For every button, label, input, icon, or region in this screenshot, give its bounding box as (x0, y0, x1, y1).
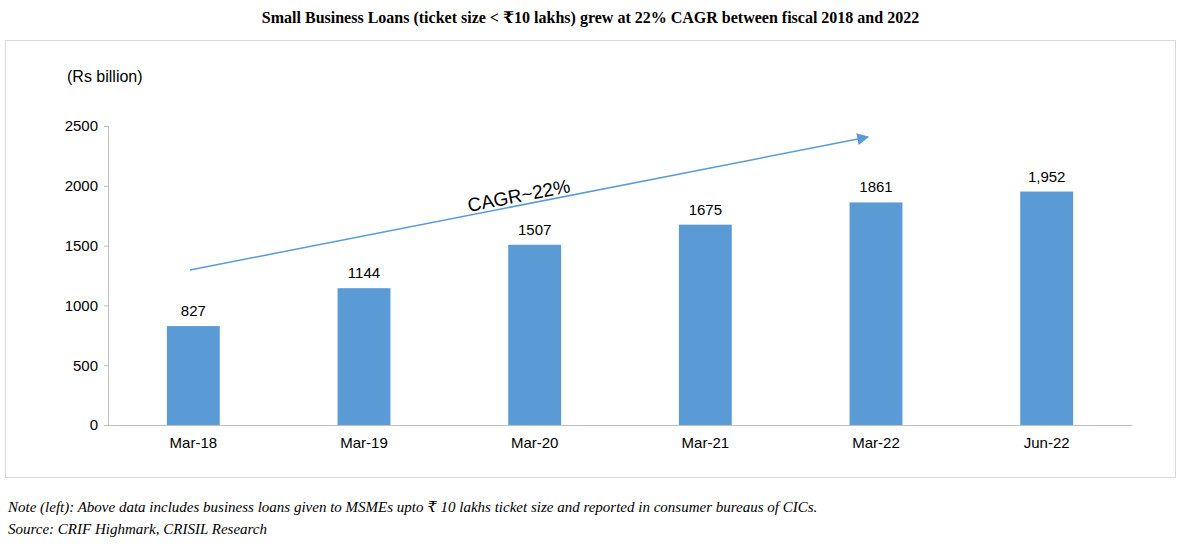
x-tick: Mar-20 (511, 425, 559, 451)
bars (167, 192, 1073, 425)
data-label: 1,952 (1028, 168, 1066, 185)
x-tick: Mar-22 (852, 425, 900, 451)
bar (1020, 192, 1073, 425)
y-tick-mark (104, 365, 108, 366)
y-tick-label: 500 (73, 357, 98, 374)
y-tick-mark (104, 425, 108, 426)
y-tick: 500 (73, 357, 108, 374)
data-label: 1861 (859, 178, 892, 195)
y-tick-mark (104, 246, 108, 247)
x-axis-line (109, 425, 1133, 426)
data-label: 1144 (348, 264, 380, 281)
x-tick: Jun-22 (1024, 425, 1070, 451)
cagr-arrow (190, 137, 868, 270)
chart-title: Small Business Loans (ticket size < ₹10 … (262, 9, 919, 27)
chart-svg: Small Business Loans (ticket size < ₹10 … (0, 0, 1181, 549)
x-tick: Mar-21 (682, 425, 730, 451)
y-tick-label: 2000 (65, 177, 98, 194)
y-tick-mark (104, 305, 108, 306)
data-labels: 827 1144 1507 1675 1861 1,952 (181, 168, 1066, 320)
y-tick-mark (104, 126, 108, 127)
bar (850, 202, 903, 425)
data-label: 1675 (689, 201, 722, 218)
y-tick-label: 1500 (65, 237, 98, 254)
data-label: 827 (181, 302, 206, 319)
note: Note (left): Above data includes busines… (7, 499, 817, 516)
annotation: CAGR~22% (466, 175, 572, 216)
chart-frame (6, 41, 1176, 478)
x-tick-label: Mar-18 (170, 434, 218, 451)
bar (167, 326, 220, 425)
y-tick-label: 0 (90, 416, 98, 433)
x-tick-label: Mar-22 (852, 434, 900, 451)
x-tick-label: Jun-22 (1024, 434, 1070, 451)
y-axis: 0 500 1000 1500 2000 2500 (65, 117, 109, 433)
data-label: 1507 (518, 221, 551, 238)
x-axis: Mar-18 Mar-19 Mar-20 Mar-21 Mar-22 Jun-22 (109, 425, 1133, 451)
y-tick: 0 (90, 416, 108, 433)
y-tick: 2500 (65, 117, 108, 134)
x-tick: Mar-18 (170, 425, 218, 451)
x-tick-label: Mar-20 (511, 434, 559, 451)
y-axis-line (104, 127, 109, 426)
y-tick: 2000 (65, 177, 108, 194)
y-tick: 1000 (65, 297, 108, 314)
y-tick-label: 2500 (65, 117, 98, 134)
bar (338, 288, 391, 425)
x-tick-label: Mar-21 (682, 434, 730, 451)
bar (508, 245, 561, 425)
y-tick: 1500 (65, 237, 108, 254)
note: Source: CRIF Highmark, CRISIL Research (8, 521, 267, 537)
bar (679, 225, 732, 425)
x-tick: Mar-19 (340, 425, 388, 451)
y-tick-label: 1000 (65, 297, 98, 314)
y-axis-label: (Rs billion) (67, 68, 143, 85)
y-tick-mark (104, 186, 108, 187)
x-tick-label: Mar-19 (340, 434, 388, 451)
